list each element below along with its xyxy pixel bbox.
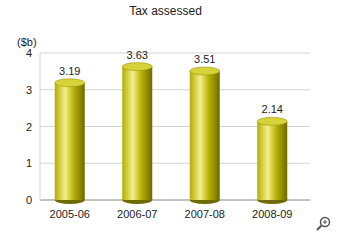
bar (122, 67, 152, 200)
data-label: 3.63 (127, 49, 148, 61)
data-label: 3.51 (194, 53, 215, 65)
bar-cap (257, 117, 287, 125)
bar-cap (122, 63, 152, 71)
zoom-icon[interactable] (317, 218, 330, 231)
zoom-lens (321, 218, 330, 227)
y-tick-label: 3 (26, 84, 32, 96)
x-tick-label: 2005-06 (50, 208, 90, 220)
zoom-handle (317, 226, 322, 231)
title: Tax assessed (129, 4, 202, 18)
x-tick-label: 2007-08 (185, 208, 225, 220)
bar (257, 121, 287, 200)
y-tick-label: 4 (26, 47, 32, 59)
chart-container: Tax assessed($b)012343.192005-063.632006… (0, 0, 337, 235)
bar-cap (190, 67, 220, 75)
x-tick-label: 2008-09 (252, 208, 292, 220)
zoom-plus (325, 220, 326, 224)
y-axis-line (40, 53, 41, 200)
y-tick-label: 2 (26, 121, 32, 133)
bar (55, 83, 85, 200)
x-tick-label: 2006-07 (117, 208, 157, 220)
data-label: 3.19 (59, 65, 80, 77)
y-tick-label: 0 (26, 194, 32, 206)
y-tick-label: 1 (26, 157, 32, 169)
grid-line (40, 53, 310, 54)
bars (55, 63, 288, 204)
bar (190, 71, 220, 200)
data-label: 2.14 (262, 103, 283, 115)
bar-cap (55, 79, 85, 87)
chart-svg: Tax assessed($b)012343.192005-063.632006… (0, 0, 337, 235)
